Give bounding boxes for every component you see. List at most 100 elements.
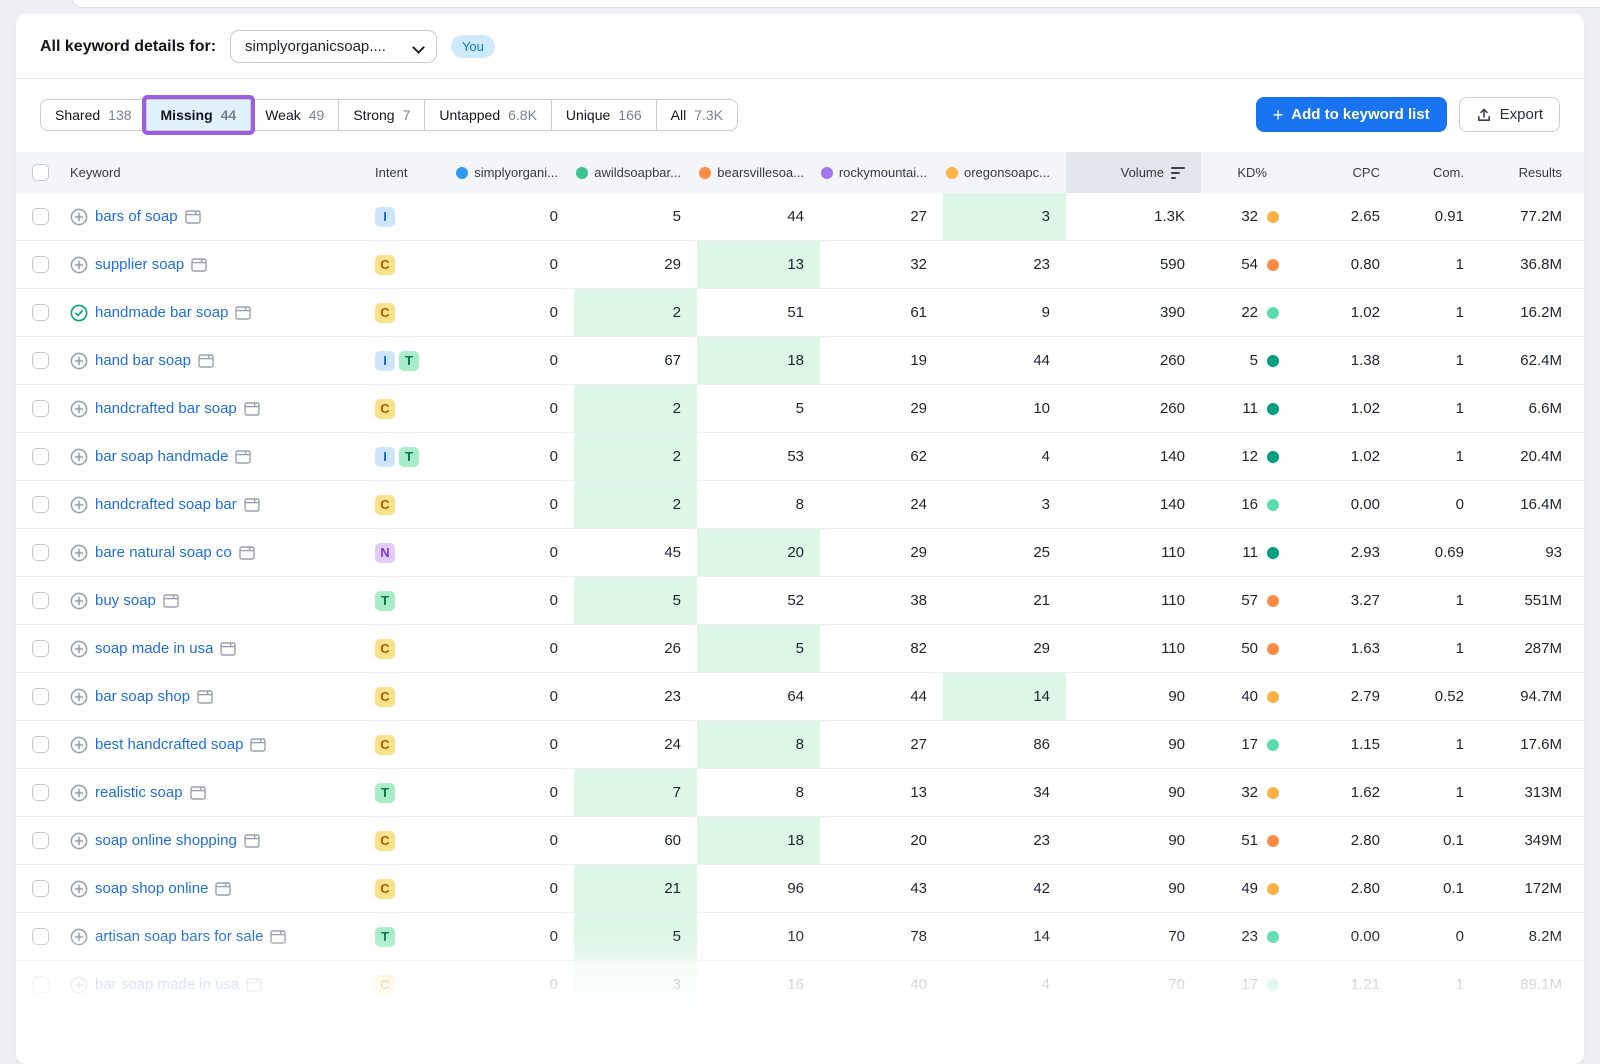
keyword-link[interactable]: soap shop online	[95, 880, 209, 897]
add-keyword-plus-circle-icon[interactable]	[70, 448, 88, 466]
add-keyword-plus-circle-icon[interactable]	[70, 352, 88, 370]
row-checkbox[interactable]	[32, 736, 49, 753]
keyword-link[interactable]: hand bar soap	[95, 352, 191, 369]
column-header-competitor[interactable]: awildsoapbar...	[574, 152, 697, 193]
add-keyword-plus-circle-icon[interactable]	[70, 208, 88, 226]
keyword-link[interactable]: bar soap made in usa	[95, 976, 240, 993]
export-button[interactable]: Export	[1458, 97, 1560, 132]
keyword-added-check-circle-icon[interactable]	[70, 304, 88, 322]
serp-preview-icon[interactable]	[244, 497, 260, 512]
row-checkbox[interactable]	[32, 832, 49, 849]
serp-preview-icon[interactable]	[250, 737, 267, 752]
serp-preview-icon[interactable]	[239, 545, 255, 560]
serp-preview-icon[interactable]	[244, 833, 260, 848]
keyword-link[interactable]: handmade bar soap	[95, 304, 229, 321]
row-checkbox[interactable]	[32, 640, 49, 657]
keyword-link[interactable]: supplier soap	[95, 256, 185, 273]
keyword-link[interactable]: soap online shopping	[95, 832, 237, 849]
serp-preview-icon[interactable]	[197, 689, 213, 704]
add-keyword-plus-circle-icon[interactable]	[70, 496, 88, 514]
keyword-link[interactable]: bar soap shop	[95, 688, 191, 705]
serp-preview-icon[interactable]	[244, 401, 260, 416]
filter-tab-untapped[interactable]: Untapped 6.8K	[424, 98, 552, 131]
column-header-keyword[interactable]: Keyword	[70, 165, 121, 180]
row-checkbox[interactable]	[32, 976, 49, 993]
column-header-intent[interactable]: Intent	[375, 165, 408, 180]
row-checkbox[interactable]	[32, 256, 49, 273]
serp-preview-icon[interactable]	[215, 881, 232, 896]
add-to-keyword-list-button[interactable]: + Add to keyword list	[1255, 97, 1447, 132]
serp-preview-icon[interactable]	[191, 257, 207, 272]
filter-tab-all[interactable]: All 7.3K	[655, 98, 739, 131]
add-keyword-plus-circle-icon[interactable]	[70, 256, 88, 274]
volume-value: 110	[1161, 592, 1185, 609]
intent-badge-t: T	[375, 782, 395, 803]
position-value: 8	[795, 496, 804, 513]
add-keyword-plus-circle-icon[interactable]	[70, 832, 88, 850]
serp-preview-icon[interactable]	[184, 209, 201, 224]
serp-preview-icon[interactable]	[163, 593, 179, 608]
add-keyword-plus-circle-icon[interactable]	[70, 736, 88, 754]
filter-tab-weak[interactable]: Weak 49	[250, 98, 340, 131]
serp-preview-icon[interactable]	[189, 785, 206, 800]
column-header-competitor[interactable]: bearsvillesoa...	[697, 152, 820, 193]
column-header-volume[interactable]: Volume	[1066, 152, 1201, 193]
position-value: 0	[549, 784, 558, 801]
row-checkbox[interactable]	[32, 304, 49, 321]
column-header-kd[interactable]: KD%	[1237, 165, 1267, 180]
filter-tab-unique[interactable]: Unique 166	[550, 98, 657, 131]
keyword-link[interactable]: handcrafted bar soap	[95, 400, 237, 417]
add-keyword-plus-circle-icon[interactable]	[70, 544, 88, 562]
serp-preview-icon[interactable]	[235, 305, 252, 320]
keyword-link[interactable]: handcrafted soap bar	[95, 496, 237, 513]
keyword-link[interactable]: buy soap	[95, 592, 156, 609]
results-value: 93	[1545, 544, 1562, 561]
filter-tab-missing[interactable]: Missing 44	[145, 98, 252, 131]
row-checkbox[interactable]	[32, 928, 49, 945]
keyword-link[interactable]: bars of soap	[95, 208, 178, 225]
column-header-results[interactable]: Results	[1518, 165, 1562, 180]
keyword-link[interactable]: soap made in usa	[95, 640, 214, 657]
add-keyword-plus-circle-icon[interactable]	[70, 400, 88, 418]
volume-value: 1.3K	[1154, 208, 1185, 225]
row-checkbox[interactable]	[32, 688, 49, 705]
select-all-checkbox[interactable]	[32, 164, 49, 181]
domain-selector-dropdown[interactable]: simplyorganicsoap....	[230, 30, 437, 63]
keyword-link[interactable]: realistic soap	[95, 784, 183, 801]
keyword-link[interactable]: bare natural soap co	[95, 544, 232, 561]
kd-value: 17	[1241, 976, 1258, 993]
keyword-link[interactable]: bar soap handmade	[95, 448, 229, 465]
add-keyword-plus-circle-icon[interactable]	[70, 976, 88, 994]
row-checkbox[interactable]	[32, 592, 49, 609]
row-checkbox[interactable]	[32, 496, 49, 513]
serp-preview-icon[interactable]	[270, 929, 287, 944]
add-keyword-plus-circle-icon[interactable]	[70, 688, 88, 706]
column-header-competitor[interactable]: simplyorgani...	[451, 152, 574, 193]
filter-tab-strong[interactable]: Strong 7	[338, 98, 426, 131]
row-checkbox[interactable]	[32, 880, 49, 897]
column-header-com[interactable]: Com.	[1432, 165, 1464, 180]
add-keyword-plus-circle-icon[interactable]	[70, 928, 88, 946]
keyword-link[interactable]: artisan soap bars for sale	[95, 928, 264, 945]
filter-tab-shared[interactable]: Shared 138	[40, 98, 147, 131]
column-header-cpc[interactable]: CPC	[1352, 165, 1380, 180]
position-value: 3	[943, 193, 1066, 240]
row-checkbox[interactable]	[32, 400, 49, 417]
serp-preview-icon[interactable]	[198, 353, 214, 368]
add-keyword-plus-circle-icon[interactable]	[70, 784, 88, 802]
keyword-link[interactable]: best handcrafted soap	[95, 736, 244, 753]
column-header-competitor[interactable]: rockymountai...	[820, 152, 943, 193]
row-checkbox[interactable]	[32, 208, 49, 225]
row-checkbox[interactable]	[32, 352, 49, 369]
row-checkbox[interactable]	[32, 448, 49, 465]
add-keyword-plus-circle-icon[interactable]	[70, 640, 88, 658]
row-checkbox[interactable]	[32, 784, 49, 801]
add-keyword-plus-circle-icon[interactable]	[70, 880, 88, 898]
row-checkbox[interactable]	[32, 544, 49, 561]
serp-preview-icon[interactable]	[220, 641, 237, 656]
column-header-competitor[interactable]: oregonsoapc...	[943, 152, 1066, 193]
serp-preview-icon[interactable]	[235, 449, 252, 464]
serp-preview-icon[interactable]	[246, 977, 262, 992]
add-keyword-plus-circle-icon[interactable]	[70, 592, 88, 610]
